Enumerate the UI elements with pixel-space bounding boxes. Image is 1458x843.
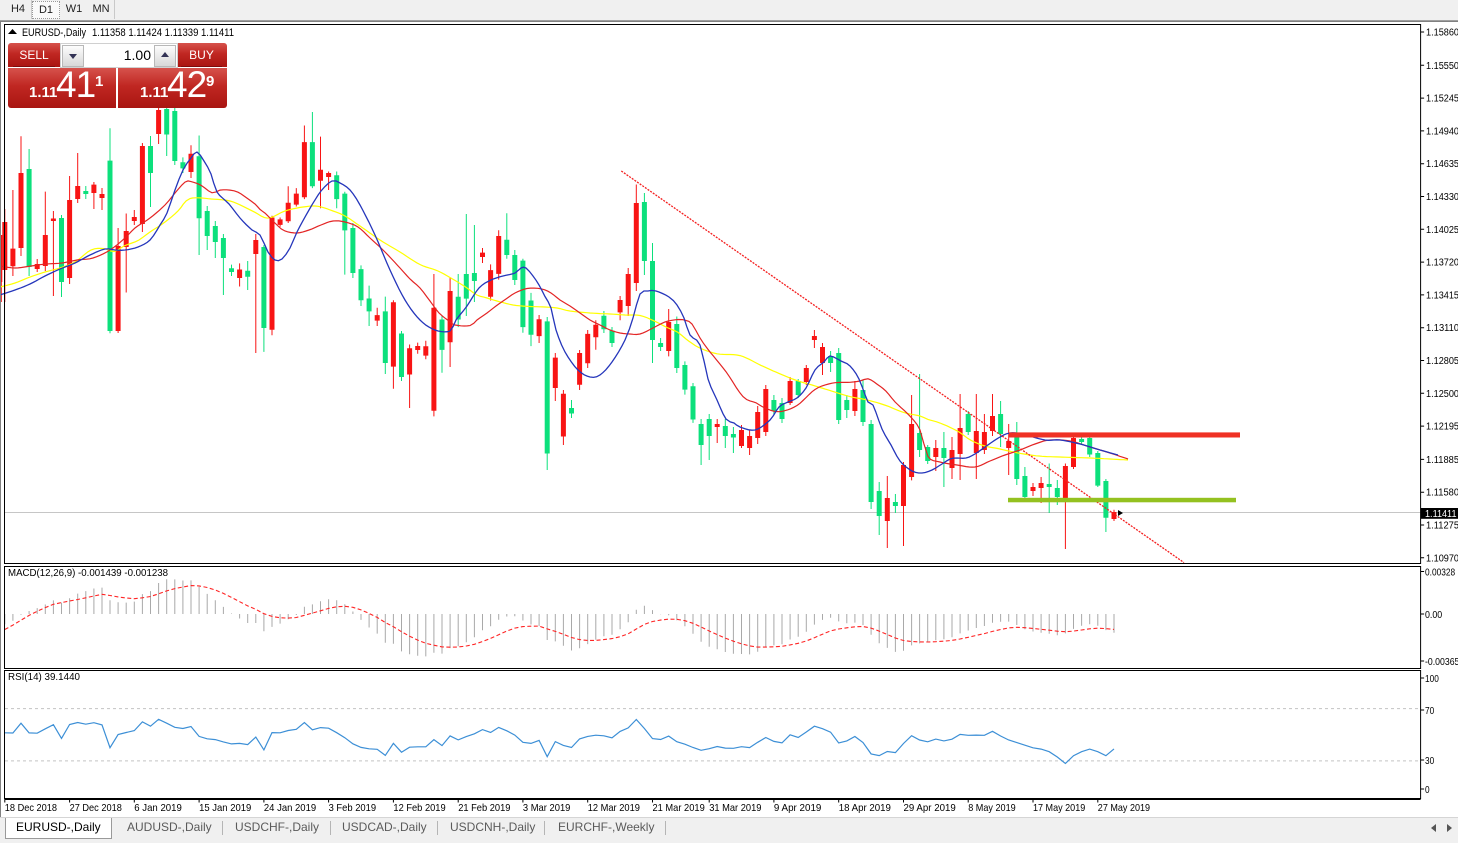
svg-text:6 Jan 2019: 6 Jan 2019 — [134, 802, 182, 814]
svg-text:3 Mar 2019: 3 Mar 2019 — [523, 802, 571, 814]
svg-text:1.12195: 1.12195 — [1426, 422, 1458, 433]
svg-text:1.13110: 1.13110 — [1426, 323, 1458, 334]
svg-text:1.11358 1.11424 1.11339 1.1141: 1.11358 1.11424 1.11339 1.11411 — [92, 27, 234, 39]
svg-text:1.14635: 1.14635 — [1426, 159, 1458, 170]
svg-text:MACD(12,26,9) -0.001439 -0.001: MACD(12,26,9) -0.001439 -0.001238 — [8, 567, 168, 579]
svg-text:9 Apr 2019: 9 Apr 2019 — [774, 802, 822, 814]
svg-text:1.11580: 1.11580 — [1426, 488, 1458, 499]
svg-text:1.12805: 1.12805 — [1426, 356, 1458, 367]
svg-text:12 Mar 2019: 12 Mar 2019 — [588, 802, 640, 814]
svg-text:31 Mar 2019: 31 Mar 2019 — [709, 802, 761, 814]
svg-text:1.13415: 1.13415 — [1426, 290, 1458, 301]
svg-text:0: 0 — [1425, 784, 1430, 796]
svg-text:1.14940: 1.14940 — [1426, 126, 1458, 137]
svg-text:24 Jan 2019: 24 Jan 2019 — [264, 802, 316, 814]
svg-text:100: 100 — [1425, 673, 1439, 685]
svg-text:1.10970: 1.10970 — [1426, 553, 1458, 564]
svg-text:0.00328: 0.00328 — [1425, 567, 1455, 579]
svg-text:EURUSD-,Daily: EURUSD-,Daily — [22, 27, 86, 39]
svg-text:8 May 2019: 8 May 2019 — [968, 802, 1016, 814]
svg-text:1.11411: 1.11411 — [1425, 508, 1457, 520]
svg-text:-0.00365: -0.00365 — [1425, 656, 1458, 668]
svg-text:0.00: 0.00 — [1425, 609, 1442, 621]
svg-text:1.11885: 1.11885 — [1426, 455, 1458, 466]
svg-text:27 May 2019: 27 May 2019 — [1098, 802, 1150, 814]
svg-text:21 Mar 2019: 21 Mar 2019 — [653, 802, 705, 814]
svg-text:1.14025: 1.14025 — [1426, 225, 1458, 236]
svg-text:12 Feb 2019: 12 Feb 2019 — [393, 802, 445, 814]
svg-text:1.13720: 1.13720 — [1426, 258, 1458, 269]
svg-text:27 Dec 2018: 27 Dec 2018 — [70, 802, 122, 814]
svg-text:21 Feb 2019: 21 Feb 2019 — [458, 802, 510, 814]
svg-text:1.12500: 1.12500 — [1426, 389, 1458, 400]
svg-text:15 Jan 2019: 15 Jan 2019 — [199, 802, 251, 814]
svg-text:RSI(14) 39.1440: RSI(14) 39.1440 — [8, 671, 80, 683]
svg-text:29 Apr 2019: 29 Apr 2019 — [904, 802, 956, 814]
svg-text:1.14330: 1.14330 — [1426, 192, 1458, 203]
svg-text:1.15245: 1.15245 — [1426, 94, 1458, 105]
svg-text:17 May 2019: 17 May 2019 — [1033, 802, 1085, 814]
svg-text:3 Feb 2019: 3 Feb 2019 — [329, 802, 377, 814]
svg-text:1.11275: 1.11275 — [1426, 521, 1458, 532]
svg-text:18 Apr 2019: 18 Apr 2019 — [839, 802, 891, 814]
svg-text:18 Dec 2018: 18 Dec 2018 — [5, 802, 57, 814]
svg-text:1.15860: 1.15860 — [1426, 28, 1458, 39]
svg-text:30: 30 — [1425, 755, 1434, 767]
svg-text:1.15550: 1.15550 — [1426, 61, 1458, 72]
svg-text:70: 70 — [1425, 705, 1434, 717]
